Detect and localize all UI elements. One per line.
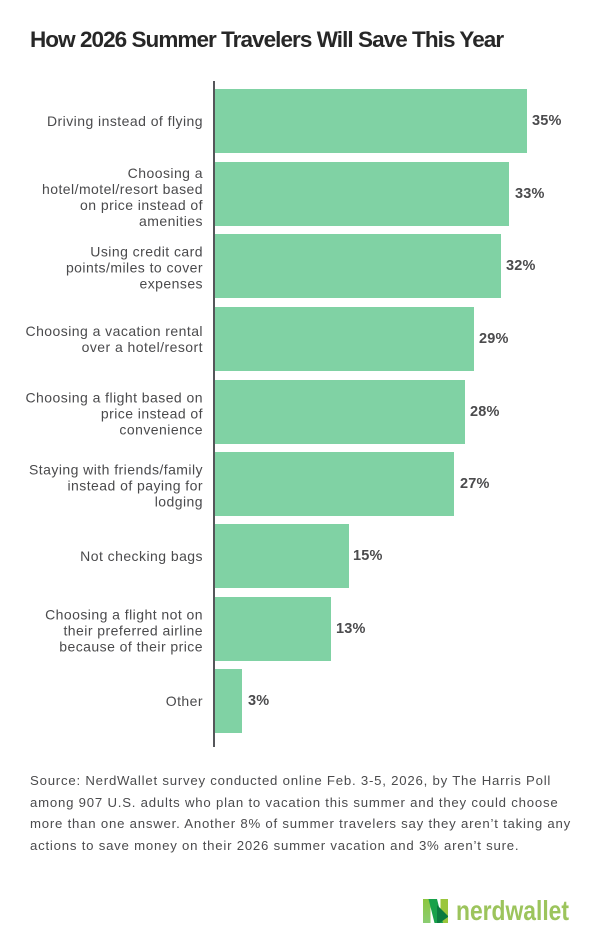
svg-text:nerdwallet: nerdwallet [456, 897, 569, 925]
